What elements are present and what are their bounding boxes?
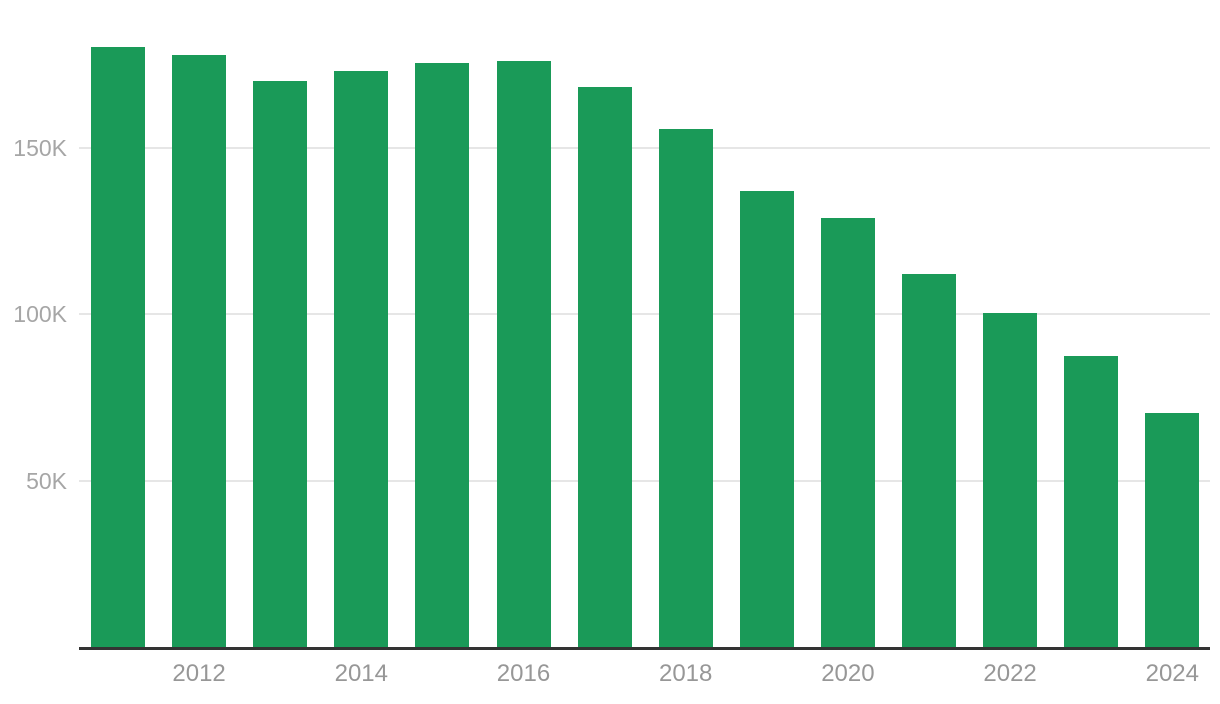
x-tick-label-2020: 2020 [821,660,875,687]
bar-2016[interactable] [496,60,551,647]
x-tick-label-2016: 2016 [496,660,551,687]
bar-2013[interactable] [253,81,308,647]
bar-2019[interactable] [739,191,794,647]
gridline-150K [79,146,1210,149]
x-tick-label-2012: 2012 [172,660,226,687]
x-tick-label-2018: 2018 [658,660,713,687]
x-tick-label-2024: 2024 [1145,660,1199,687]
bar-2012[interactable] [172,54,227,647]
bar-2014[interactable] [334,71,389,647]
bar-2018[interactable] [658,128,713,647]
y-tick-label-50K: 50K [26,467,67,494]
bar-2022[interactable] [983,313,1038,647]
bar-2011[interactable] [91,47,145,647]
y-tick-label-100K: 100K [13,301,67,328]
y-tick-label-150K: 150K [13,134,67,161]
bar-2017[interactable] [577,87,632,647]
bar-2024[interactable] [1145,413,1200,647]
x-tick-label-2014: 2014 [334,660,388,687]
x-axis-line [79,647,1210,650]
gridline-100K [79,313,1210,316]
bar-2023[interactable] [1064,355,1119,647]
bar-2020[interactable] [820,217,875,647]
x-tick-label-2022: 2022 [983,660,1037,687]
bar-2015[interactable] [415,62,470,647]
gridline-50K [79,479,1210,482]
bar-2021[interactable] [902,274,956,647]
